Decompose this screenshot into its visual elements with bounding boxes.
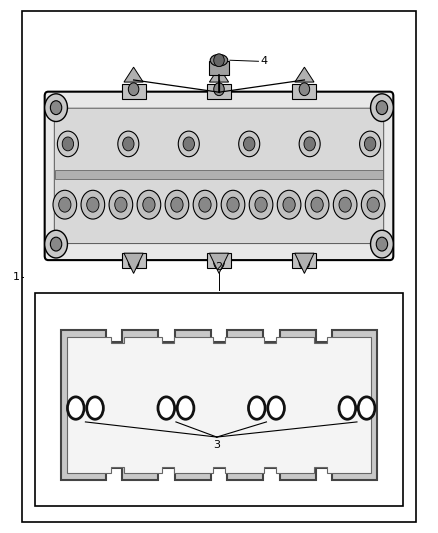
Text: 3: 3 <box>213 440 220 450</box>
Circle shape <box>165 190 189 219</box>
Polygon shape <box>61 330 377 480</box>
Bar <box>209 61 229 75</box>
Circle shape <box>57 131 78 157</box>
Circle shape <box>371 94 393 122</box>
Ellipse shape <box>210 54 228 66</box>
Circle shape <box>339 197 351 212</box>
Polygon shape <box>67 337 371 473</box>
Circle shape <box>239 131 260 157</box>
Ellipse shape <box>268 397 284 419</box>
Polygon shape <box>209 253 229 273</box>
Bar <box>293 84 316 99</box>
FancyBboxPatch shape <box>54 108 384 244</box>
Circle shape <box>143 197 155 212</box>
Circle shape <box>255 197 267 212</box>
Circle shape <box>376 237 388 251</box>
Circle shape <box>193 190 217 219</box>
Circle shape <box>227 197 239 212</box>
Polygon shape <box>295 67 314 82</box>
Ellipse shape <box>67 397 84 419</box>
Circle shape <box>305 190 329 219</box>
Text: 2: 2 <box>215 262 223 271</box>
Circle shape <box>244 137 255 151</box>
Circle shape <box>115 197 127 212</box>
Circle shape <box>178 131 199 157</box>
Circle shape <box>299 256 310 269</box>
Circle shape <box>87 197 99 212</box>
Bar <box>55 170 383 179</box>
Polygon shape <box>209 67 229 82</box>
Circle shape <box>304 137 315 151</box>
Circle shape <box>364 137 376 151</box>
Bar <box>121 253 145 268</box>
Ellipse shape <box>87 397 103 419</box>
Ellipse shape <box>248 397 265 419</box>
Circle shape <box>376 101 388 115</box>
Circle shape <box>249 190 273 219</box>
Circle shape <box>299 131 320 157</box>
Polygon shape <box>124 253 143 273</box>
Circle shape <box>50 237 62 251</box>
Circle shape <box>62 137 74 151</box>
Circle shape <box>221 190 245 219</box>
Circle shape <box>123 137 134 151</box>
Bar <box>35 293 403 506</box>
Circle shape <box>214 83 224 95</box>
Bar <box>207 253 231 268</box>
Circle shape <box>367 197 379 212</box>
Circle shape <box>199 197 211 212</box>
Circle shape <box>137 190 161 219</box>
Circle shape <box>360 131 381 157</box>
Ellipse shape <box>339 397 356 419</box>
Circle shape <box>81 190 105 219</box>
Circle shape <box>371 230 393 258</box>
Circle shape <box>109 190 133 219</box>
Circle shape <box>214 256 224 269</box>
Polygon shape <box>124 67 143 82</box>
Circle shape <box>183 137 194 151</box>
Polygon shape <box>295 253 314 273</box>
Circle shape <box>311 197 323 212</box>
Circle shape <box>128 256 139 269</box>
Ellipse shape <box>358 397 375 419</box>
Circle shape <box>45 94 67 122</box>
Text: 1: 1 <box>13 272 20 282</box>
Circle shape <box>214 54 224 67</box>
Circle shape <box>118 131 139 157</box>
FancyBboxPatch shape <box>45 92 393 260</box>
Circle shape <box>361 190 385 219</box>
Circle shape <box>277 190 301 219</box>
Circle shape <box>59 197 71 212</box>
Circle shape <box>53 190 77 219</box>
Ellipse shape <box>177 397 194 419</box>
Circle shape <box>171 197 183 212</box>
Circle shape <box>299 83 310 95</box>
Bar <box>293 253 316 268</box>
Bar <box>121 84 145 99</box>
Circle shape <box>128 83 139 95</box>
Ellipse shape <box>158 397 175 419</box>
Circle shape <box>333 190 357 219</box>
Bar <box>207 84 231 99</box>
Text: 4: 4 <box>261 56 268 66</box>
Circle shape <box>45 230 67 258</box>
Circle shape <box>283 197 295 212</box>
Circle shape <box>50 101 62 115</box>
